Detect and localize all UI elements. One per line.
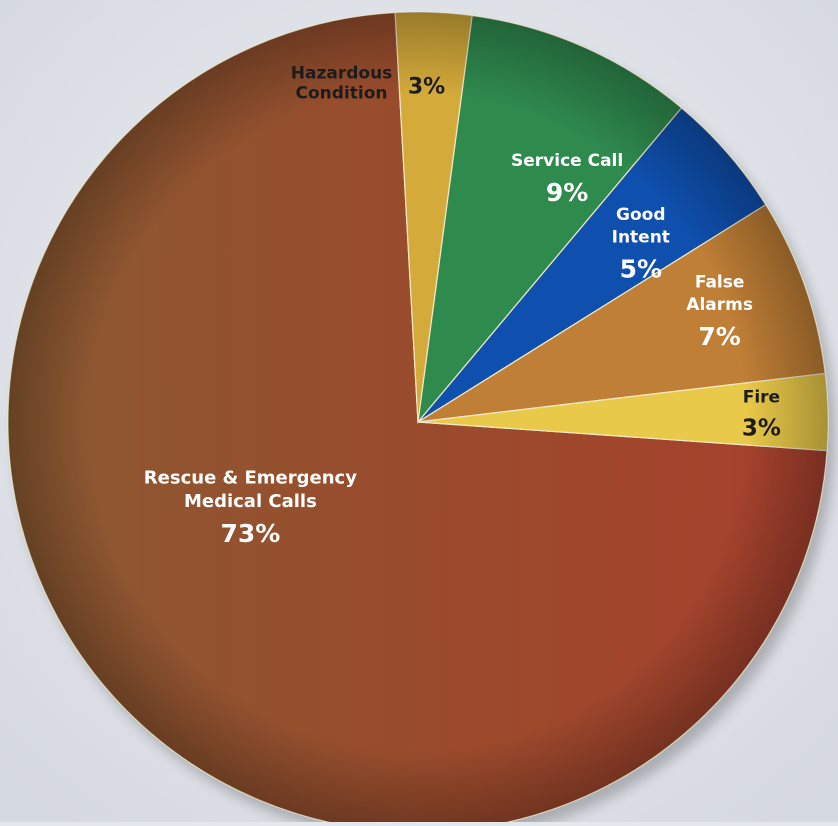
- slice-category-label: Rescue & Emergency: [144, 468, 357, 489]
- pie-slices: [7, 11, 829, 826]
- slice-category-label: Intent: [612, 227, 670, 247]
- slice-percent-label: 5%: [620, 254, 662, 283]
- slice-category-label: Good: [616, 205, 665, 225]
- slice-category-label: False: [695, 273, 745, 293]
- slice-percent-label: 3%: [408, 75, 445, 100]
- slice-category-label: Condition: [296, 83, 388, 103]
- slice-category-label: Alarms: [686, 295, 753, 315]
- slice-category-label: Service Call: [511, 151, 623, 171]
- slice-label: Service Call 9%: [511, 151, 623, 207]
- slice-percent-label: 7%: [698, 322, 740, 351]
- slice-category-label: Fire: [743, 387, 780, 407]
- slice-percent-label: 73%: [220, 519, 280, 548]
- slice-category-label: Medical Calls: [184, 491, 317, 512]
- slice-category-label: Hazardous: [291, 64, 393, 84]
- slice-percent-label: 9%: [546, 178, 588, 207]
- slice-label: Fire 3%: [742, 387, 781, 441]
- slice-percent-label: 3%: [742, 415, 781, 441]
